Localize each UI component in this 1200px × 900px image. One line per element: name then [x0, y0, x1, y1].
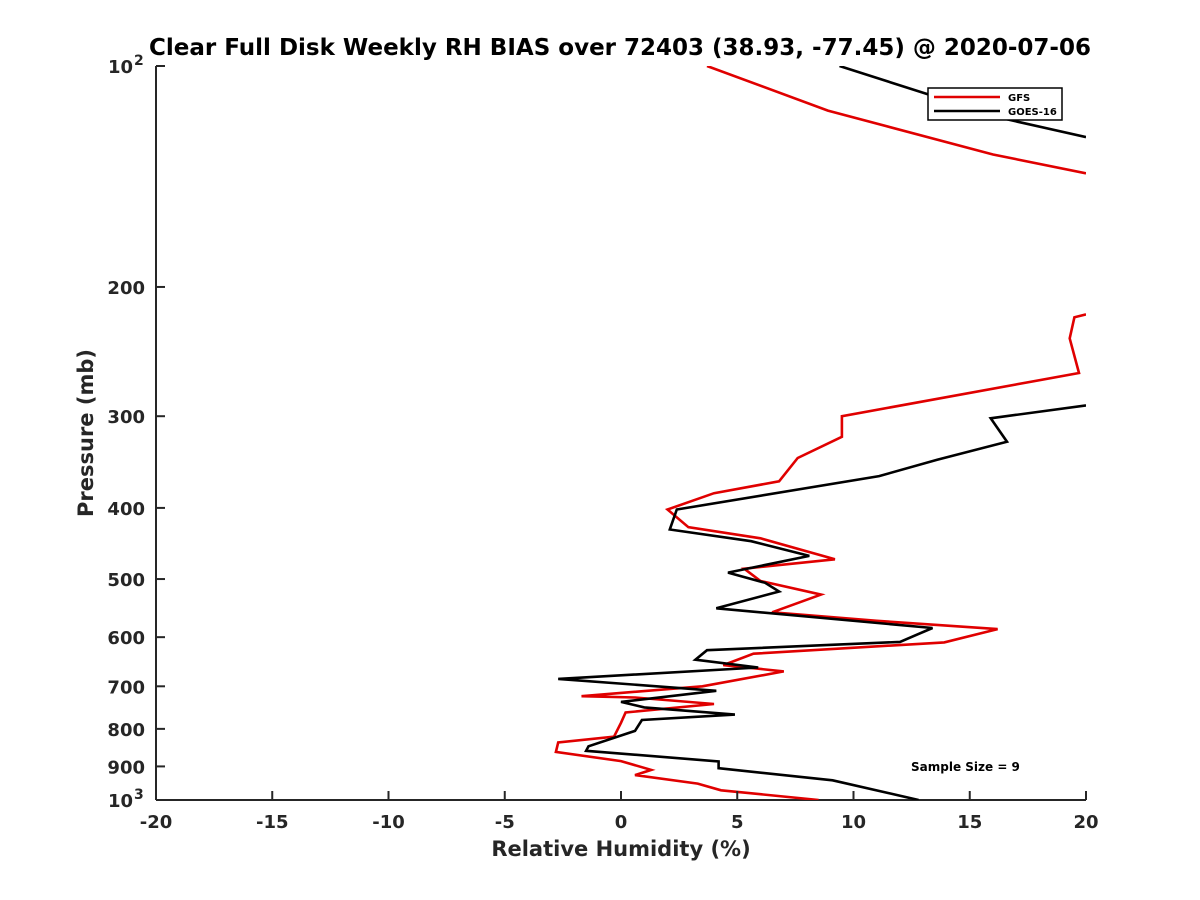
y-tick-label: 200	[107, 278, 145, 299]
x-tick-label: -15	[256, 812, 289, 833]
x-tick-label: 5	[731, 812, 744, 833]
legend-label: GFS	[1008, 93, 1030, 104]
x-tick-label: 10	[841, 812, 866, 833]
series-layer	[554, 66, 1086, 800]
axes	[155, 66, 1086, 801]
x-tick-label: 20	[1073, 812, 1098, 833]
legend-box	[927, 87, 1063, 121]
series-goes-16	[558, 66, 1086, 800]
y-tick-label: 800	[107, 720, 145, 741]
chart-title: Clear Full Disk Weekly RH BIAS over 7240…	[149, 35, 1091, 61]
y-tick-label: 900	[107, 757, 145, 778]
legend-label: GOES-16	[1008, 107, 1057, 118]
x-tick-label: 15	[957, 812, 982, 833]
y-tick-label: 400	[107, 499, 145, 520]
y-tick-label: 700	[107, 677, 145, 698]
x-tick-label: 0	[615, 812, 628, 833]
series-line	[558, 66, 1086, 800]
sample-size-annotation: Sample Size = 9	[911, 760, 1020, 774]
y-tick-exponent: 3	[134, 787, 144, 803]
y-axis-label: Pressure (mb)	[74, 349, 98, 517]
y-tick-label: 500	[107, 570, 145, 591]
series-gfs	[554, 66, 1086, 800]
x-tick-label: -5	[495, 812, 515, 833]
x-axis-ticks: -20 -15 -10 -5 0 5 10 15 20	[140, 791, 1099, 833]
y-tick-label: 10	[108, 791, 133, 812]
x-tick-label: -20	[140, 812, 173, 833]
series-line	[554, 66, 1086, 800]
y-tick-label: 600	[107, 628, 145, 649]
x-tick-label: -10	[372, 812, 405, 833]
x-axis-label: Relative Humidity (%)	[491, 837, 750, 861]
y-tick-label: 10	[108, 57, 133, 78]
y-tick-exponent: 2	[134, 53, 144, 69]
legend: GFS GOES-16	[927, 87, 1063, 121]
y-tick-label: 300	[107, 407, 145, 428]
